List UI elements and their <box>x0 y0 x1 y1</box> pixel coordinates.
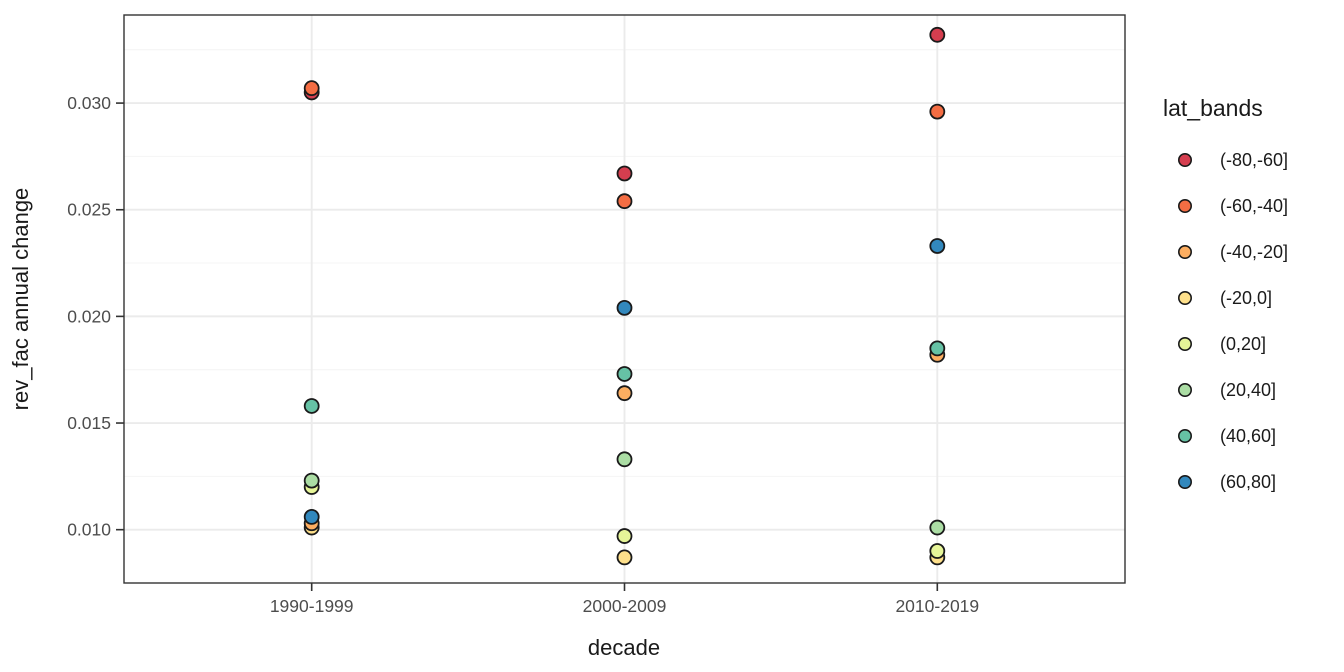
legend-label: (40,60] <box>1220 426 1276 446</box>
y-tick-label: 0.015 <box>67 413 111 433</box>
x-axis-title: decade <box>588 635 660 660</box>
point-(40,60]-1990-1999 <box>303 398 320 414</box>
point-(20,40]-2010-2019 <box>929 519 946 536</box>
x-axis-tick-labels: 1990-1999 2000-2009 2010-2019 <box>270 596 979 616</box>
legend-swatch-(-60,-40] <box>1178 199 1193 214</box>
legend-label: (-60,-40] <box>1220 196 1288 216</box>
x-tick-label: 1990-1999 <box>270 596 354 616</box>
y-tick-label: 0.010 <box>67 520 111 540</box>
x-tick-label: 2000-2009 <box>583 596 667 616</box>
legend-label: (0,20] <box>1220 334 1266 354</box>
point-(-40,-20]-2000-2009 <box>616 385 633 402</box>
axis-tick-marks <box>116 102 939 591</box>
data-points <box>303 26 946 566</box>
legend-label: (-20,0] <box>1220 288 1272 308</box>
point-(-80,-60]-2010-2019 <box>929 26 946 43</box>
legend-swatch-(0,20] <box>1178 336 1193 351</box>
y-axis-title: rev_fac annual change <box>8 188 33 411</box>
legend-swatch-(60,80] <box>1178 474 1193 489</box>
point-(-60,-40]-2000-2009 <box>616 193 633 210</box>
point-(-60,-40]-2010-2019 <box>929 103 946 120</box>
legend-title: lat_bands <box>1163 95 1263 121</box>
point-(60,80]-2010-2019 <box>929 238 946 254</box>
point-(20,40]-1990-1999 <box>303 472 320 489</box>
y-tick-label: 0.030 <box>67 93 111 113</box>
point-(40,60]-2000-2009 <box>616 366 633 382</box>
legend-swatch-(-40,-20] <box>1178 245 1193 260</box>
point-(60,80]-1990-1999 <box>303 508 320 525</box>
point-(60,80]-2000-2009 <box>616 299 633 316</box>
y-axis-tick-labels: 0.010 0.015 0.020 0.025 0.030 <box>67 93 111 540</box>
legend-items: (-80,-60] (-60,-40] (-40,-20] (-20,0] (0,20]… <box>1178 150 1288 492</box>
legend-label: (-40,-20] <box>1220 242 1288 262</box>
point-(0,20]-2000-2009 <box>616 528 633 544</box>
legend-label: (60,80] <box>1220 472 1276 492</box>
point-(-20,0]-2000-2009 <box>616 549 633 566</box>
legend-label: (20,40] <box>1220 380 1276 400</box>
major-gridlines <box>124 15 1125 583</box>
point-(40,60]-2010-2019 <box>929 340 946 357</box>
point-(0,20]-2010-2019 <box>929 543 946 559</box>
y-tick-label: 0.020 <box>67 306 111 326</box>
point-(20,40]-2000-2009 <box>616 451 633 468</box>
legend-swatch-(-20,0] <box>1178 290 1193 305</box>
legend-swatch-(40,60] <box>1178 428 1193 443</box>
legend-swatch-(-80,-60] <box>1178 153 1193 168</box>
point-(-60,-40]-1990-1999 <box>303 80 320 97</box>
x-tick-label: 2010-2019 <box>895 596 979 616</box>
y-tick-label: 0.025 <box>67 200 111 220</box>
point-(-80,-60]-2000-2009 <box>616 165 633 182</box>
legend-label: (-80,-60] <box>1220 150 1288 170</box>
legend: lat_bands (-80,-60] (-60,-40] (-40,-20] (-2… <box>1163 95 1288 492</box>
legend-swatch-(20,40] <box>1178 382 1193 397</box>
